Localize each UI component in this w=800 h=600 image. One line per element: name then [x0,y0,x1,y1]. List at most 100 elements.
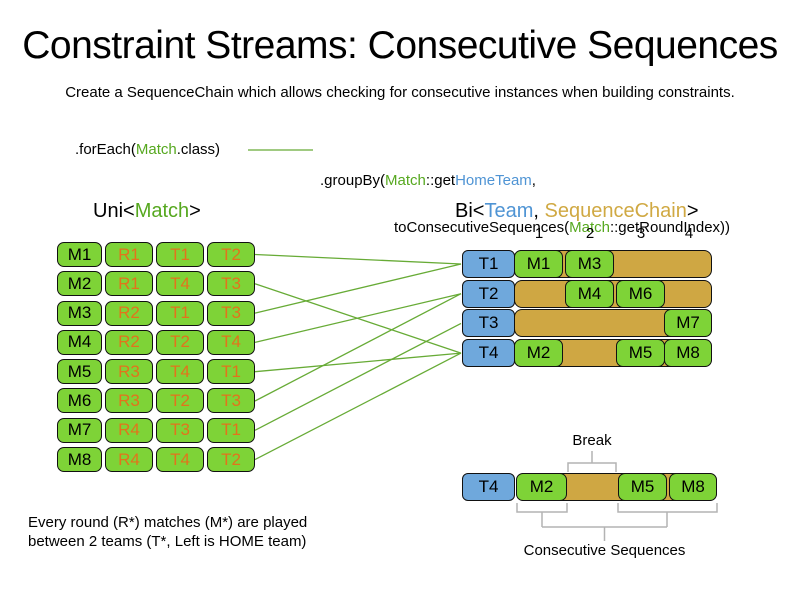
home-team-cell: T1 [156,300,204,326]
connector-m8-t4 [254,352,462,461]
code-groupby-line2: toConsecutiveSequences(Match::getRoundIn… [394,218,730,236]
match-cell: M6 [57,388,102,414]
match-box: M1 [514,250,563,278]
label-text: > [189,200,201,222]
label-text: Uni< [93,200,135,222]
code-foreach: .forEach(Match.class) [75,142,220,158]
connector-m6-t2 [254,293,462,402]
label-text: > [686,200,699,222]
column-header-3: 3 [636,225,646,242]
team-box-t3: T3 [462,309,515,337]
away-team-cell: T4 [207,329,255,355]
sequence-row-t4: M2 M5 M8 [514,339,712,367]
team-box-t2: T2 [462,280,515,308]
table-row: M6 R3 T2 T3 [57,388,255,414]
match-cell: M1 [57,242,102,267]
match-box: M2 [516,473,567,501]
code-match-class: Match [135,141,177,158]
connector-m2-t4 [254,283,462,354]
sequence-bracket-right [617,503,718,527]
match-cell: M5 [57,359,102,385]
match-box: M2 [514,339,563,367]
team-box-t4: T4 [462,339,515,367]
legend-note-line2: between 2 teams (T*, Left is HOME team) [28,533,307,550]
home-team-cell: T1 [156,242,204,267]
label-text: , [533,200,545,222]
away-team-cell: T2 [207,242,255,267]
consecutive-sequences-label: Consecutive Sequences [523,542,686,559]
code-text: , [531,172,536,189]
column-header-4: 4 [684,225,694,242]
sequence-row-t1: M1 M3 [514,250,712,278]
sequence-row-t3: M7 [514,309,712,337]
match-box: M7 [664,309,712,337]
sequence-bracket-main [542,526,667,541]
label-team: Team [484,200,534,222]
page-title: Constraint Streams: Consecutive Sequence… [22,24,778,67]
code-text: toConsecutiveSequences( [394,218,570,236]
match-cell: M3 [57,300,102,326]
column-header-1: 1 [534,225,544,242]
match-cell: M8 [57,447,102,473]
away-team-cell: T1 [207,359,255,385]
round-cell: R1 [105,271,153,297]
away-team-cell: T3 [207,271,255,297]
table-row: M3 R2 T1 T3 [57,300,255,326]
page-subtitle: Create a SequenceChain which allows chec… [65,84,735,101]
break-team-box: T4 [462,473,515,501]
home-team-cell: T2 [156,388,204,414]
table-row: M7 R4 T3 T1 [57,417,255,443]
code-groupby-line1: .groupBy(Match::getHomeTeam, [320,173,730,189]
label-sequencechain: SequenceChain [544,200,687,222]
home-team-cell: T3 [156,417,204,443]
code-groupby: .groupBy(Match::getHomeTeam, toConsecuti… [320,142,730,251]
match-cell: M2 [57,271,102,297]
code-hometeam: HomeTeam [455,172,532,189]
bi-team-sequencechain-label: Bi<Team, SequenceChain> [455,200,699,223]
round-cell: R2 [105,329,153,355]
uni-match-table: M1 R1 T1 T2 M2 R1 T4 T3 M3 R2 T1 T3 M4 R2 T2 T4 M5 R3… [57,242,255,476]
round-cell: R4 [105,417,153,443]
away-team-cell: T1 [207,417,255,443]
table-row: M5 R3 T4 T1 [57,359,255,385]
table-row: M2 R1 T4 T3 [57,271,255,297]
table-row: M4 R2 T2 T4 [57,329,255,355]
match-box: M8 [664,339,712,367]
connector-m4-t2 [254,293,462,344]
connector-m1-t1 [254,253,462,265]
legend-note: Every round (R*) matches (M*) are played… [28,513,307,551]
round-cell: R3 [105,359,153,385]
legend-note-line1: Every round (R*) matches (M*) are played [28,514,308,531]
match-box: M4 [565,280,614,308]
code-text: .class) [176,141,221,158]
break-label: Break [572,432,612,449]
code-text: .forEach( [75,141,136,158]
round-cell: R4 [105,447,153,473]
code-match-class: Match [385,172,426,189]
connector-m7-t3 [254,322,462,431]
match-cell: M7 [57,417,102,443]
round-cell: R2 [105,300,153,326]
label-text: Bi< [455,200,485,222]
column-header-2: 2 [585,225,595,242]
label-match: Match [134,200,190,222]
table-row: M1 R1 T1 T2 [57,242,255,267]
match-box: M5 [616,339,665,367]
code-match-class: Match [569,218,610,236]
home-team-cell: T4 [156,447,204,473]
round-cell: R3 [105,388,153,414]
sequence-bracket-left [516,503,568,527]
round-cell: R1 [105,242,153,267]
code-text: .groupBy( [320,172,386,189]
break-sequence-bar: M2 M5 M8 [516,473,717,501]
team-box-t1: T1 [462,250,515,278]
match-box: M6 [616,280,665,308]
uni-match-label: Uni<Match> [93,200,201,223]
code-text: ::get [425,172,456,189]
connector-m5-t4 [254,352,462,373]
match-box: M8 [669,473,717,501]
connector-m3-t1 [254,263,462,314]
match-cell: M4 [57,329,102,355]
home-team-cell: T2 [156,329,204,355]
home-team-cell: T4 [156,271,204,297]
